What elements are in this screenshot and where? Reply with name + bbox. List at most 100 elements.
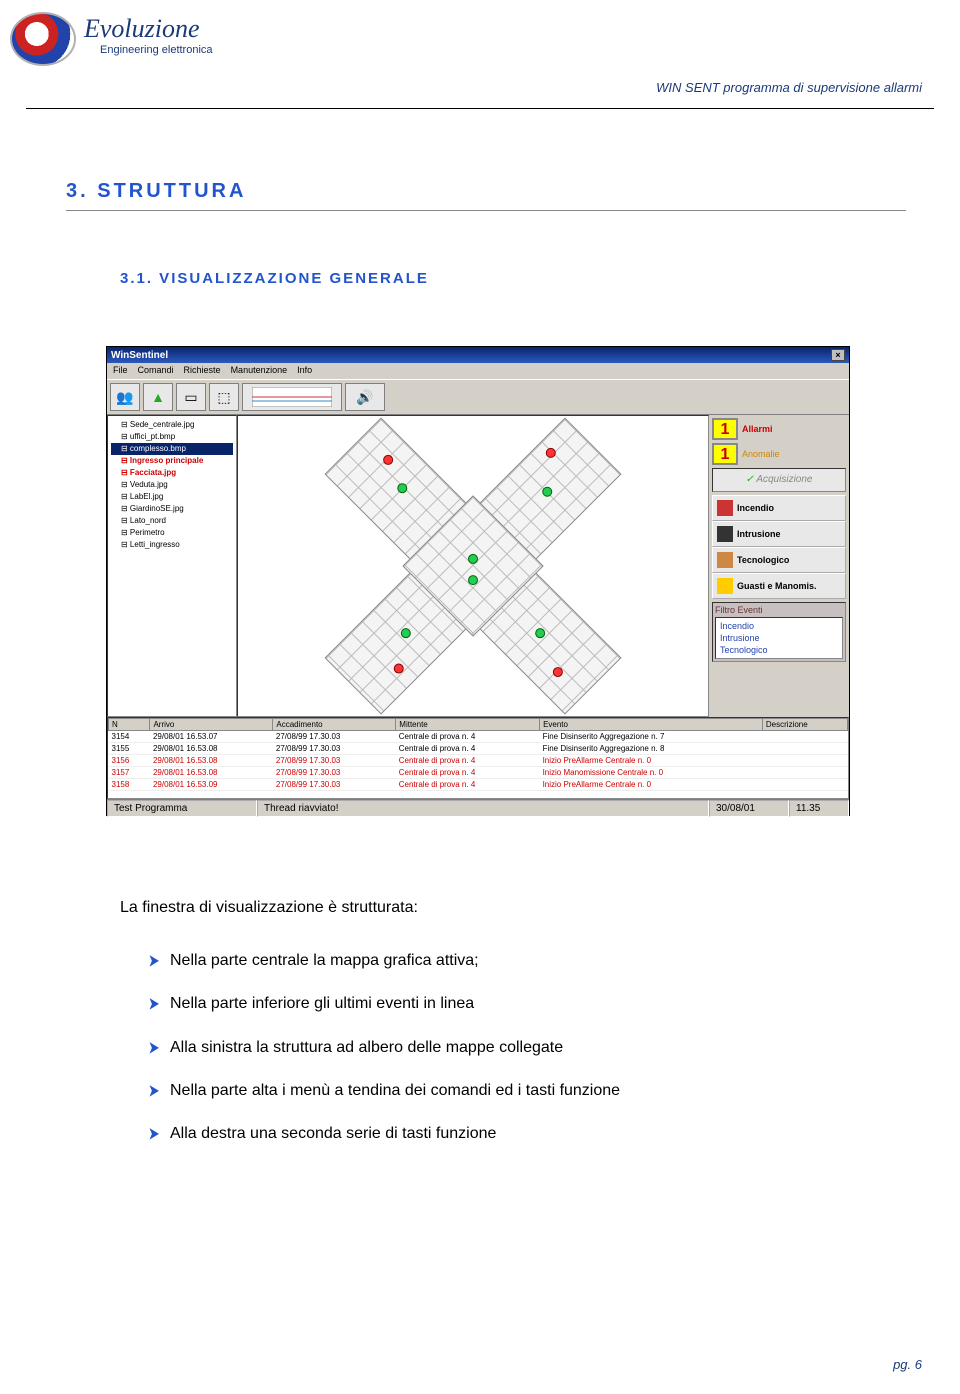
menu-info[interactable]: Info <box>297 365 312 377</box>
map-panel[interactable] <box>237 415 709 717</box>
event-cell: Centrale di prova n. 4 <box>396 731 540 743</box>
status-date: 30/08/01 <box>709 800 789 817</box>
tree-item[interactable]: ⊟ complesso.bmp <box>111 443 233 455</box>
tree-item[interactable]: ⊟ LabEl.jpg <box>111 491 233 503</box>
tree-item[interactable]: ⊟ uffici_pt.bmp <box>111 431 233 443</box>
event-cell <box>762 755 847 767</box>
toolbar-btn-4[interactable]: ⬚ <box>209 383 239 411</box>
brand-tagline: Engineering elettronica <box>100 44 213 56</box>
event-row[interactable]: 315629/08/01 16.53.0827/08/99 17.30.03Ce… <box>109 755 848 767</box>
menu-manutenzione[interactable]: Manutenzione <box>231 365 288 377</box>
event-cell: Centrale di prova n. 4 <box>396 779 540 791</box>
body-intro: La finestra di visualizzazione è struttu… <box>120 890 880 925</box>
event-cell: 3158 <box>109 779 150 791</box>
event-cell: 3157 <box>109 767 150 779</box>
window-titlebar[interactable]: WinSentinel × <box>107 347 849 363</box>
bullet-item: Alla sinistra la struttura ad albero del… <box>120 1030 880 1065</box>
event-cell: 29/08/01 16.53.07 <box>150 731 273 743</box>
header-rule <box>26 108 934 109</box>
side-button-label: Incendio <box>737 503 774 513</box>
tree-item[interactable]: ⊟ Lato_nord <box>111 515 233 527</box>
floorplan <box>237 415 709 717</box>
toolbar-display[interactable] <box>242 383 342 411</box>
tree-panel[interactable]: ⊟ Sede_centrale.jpg⊟ uffici_pt.bmp⊟ comp… <box>107 415 237 717</box>
body-text: La finestra di visualizzazione è struttu… <box>120 890 880 1159</box>
bullet-item: Nella parte inferiore gli ultimi eventi … <box>120 986 880 1021</box>
event-cell: 27/08/99 17.30.03 <box>273 743 396 755</box>
event-col-header[interactable]: Descrizione <box>762 719 847 731</box>
events-table[interactable]: NArrivoAccadimentoMittenteEventoDescrizi… <box>107 717 849 799</box>
toolbar-btn-3[interactable]: ▭ <box>176 383 206 411</box>
close-icon[interactable]: × <box>831 349 845 361</box>
event-cell <box>762 779 847 791</box>
doc-header-title: WIN SENT programma di supervisione allar… <box>656 80 922 95</box>
side-button[interactable]: Tecnologico <box>712 547 846 573</box>
page-number: pg. 6 <box>893 1357 922 1372</box>
menu-file[interactable]: File <box>113 365 128 377</box>
brand-name: Evoluzione <box>84 14 200 44</box>
acquisizione-btn[interactable]: ✓ Acquisizione <box>712 468 846 492</box>
event-cell: 29/08/01 16.53.08 <box>150 755 273 767</box>
event-col-header[interactable]: Mittente <box>396 719 540 731</box>
status-mid: Thread riavviato! <box>257 800 709 817</box>
filtro-eventi: Filtro Eventi IncendioIntrusioneTecnolog… <box>712 602 846 662</box>
toolbar-btn-5[interactable]: 🔊 <box>345 383 385 411</box>
side-button-label: Intrusione <box>737 529 781 539</box>
event-cell: 29/08/01 16.53.08 <box>150 767 273 779</box>
filtro-item[interactable]: Incendio <box>720 620 838 632</box>
event-row[interactable]: 315429/08/01 16.53.0727/08/99 17.30.03Ce… <box>109 731 848 743</box>
menu-richieste[interactable]: Richieste <box>184 365 221 377</box>
event-row[interactable]: 315529/08/01 16.53.0827/08/99 17.30.03Ce… <box>109 743 848 755</box>
event-cell: 3156 <box>109 755 150 767</box>
toolbar: 👥 ▲ ▭ ⬚ 🔊 <box>107 379 849 415</box>
event-cell: 27/08/99 17.30.03 <box>273 731 396 743</box>
bullet-item: Alla destra una seconda serie di tasti f… <box>120 1116 880 1151</box>
event-cell: 29/08/01 16.53.08 <box>150 743 273 755</box>
filtro-item[interactable]: Intrusione <box>720 632 838 644</box>
event-cell: 29/08/01 16.53.09 <box>150 779 273 791</box>
winsentinel-window: WinSentinel × File Comandi Richieste Man… <box>106 346 850 816</box>
event-row[interactable]: 315829/08/01 16.53.0927/08/99 17.30.03Ce… <box>109 779 848 791</box>
status-left: Test Programma <box>107 800 257 817</box>
event-col-header[interactable]: N <box>109 719 150 731</box>
tree-item[interactable]: ⊟ Perimetro <box>111 527 233 539</box>
side-button[interactable]: Incendio <box>712 495 846 521</box>
tree-item[interactable]: ⊟ Sede_centrale.jpg <box>111 419 233 431</box>
event-cell: Centrale di prova n. 4 <box>396 767 540 779</box>
tree-item[interactable]: ⊟ Letti_ingresso <box>111 539 233 551</box>
side-button[interactable]: Intrusione <box>712 521 846 547</box>
toolbar-btn-2[interactable]: ▲ <box>143 383 173 411</box>
event-col-header[interactable]: Arrivo <box>150 719 273 731</box>
toolbar-btn-1[interactable]: 👥 <box>110 383 140 411</box>
counter-anomalie-label: Anomalie <box>742 449 780 459</box>
filtro-item[interactable]: Tecnologico <box>720 644 838 656</box>
filtro-title: Filtro Eventi <box>715 605 763 615</box>
status-time: 11.35 <box>789 800 849 817</box>
subsection-title: 3.1. VISUALIZZAZIONE GENERALE <box>120 270 429 287</box>
event-cell: 27/08/99 17.30.03 <box>273 779 396 791</box>
menu-comandi[interactable]: Comandi <box>138 365 174 377</box>
section-title: 3. STRUTTURA <box>66 180 246 203</box>
filtro-body[interactable]: IncendioIntrusioneTecnologico <box>715 617 843 659</box>
event-cell: 27/08/99 17.30.03 <box>273 767 396 779</box>
side-button-label: Tecnologico <box>737 555 789 565</box>
side-button-icon <box>717 500 733 516</box>
counter-anomalie-value: 1 <box>712 443 738 465</box>
event-col-header[interactable]: Accadimento <box>273 719 396 731</box>
event-cell: 27/08/99 17.30.03 <box>273 755 396 767</box>
event-col-header[interactable]: Evento <box>540 719 763 731</box>
side-button[interactable]: Guasti e Manomis. <box>712 573 846 599</box>
tree-item[interactable]: ⊟ GiardinoSE.jpg <box>111 503 233 515</box>
section-underline <box>66 210 906 211</box>
event-cell <box>762 767 847 779</box>
event-cell: Centrale di prova n. 4 <box>396 755 540 767</box>
tree-item[interactable]: ⊟ Facciata.jpg <box>111 467 233 479</box>
event-cell: Fine Disinserito Aggregazione n. 8 <box>540 743 763 755</box>
tree-item[interactable]: ⊟ Ingresso principale <box>111 455 233 467</box>
event-cell: Centrale di prova n. 4 <box>396 743 540 755</box>
event-cell <box>762 731 847 743</box>
tree-item[interactable]: ⊟ Veduta.jpg <box>111 479 233 491</box>
main-area: ⊟ Sede_centrale.jpg⊟ uffici_pt.bmp⊟ comp… <box>107 415 849 717</box>
event-cell <box>762 743 847 755</box>
event-row[interactable]: 315729/08/01 16.53.0827/08/99 17.30.03Ce… <box>109 767 848 779</box>
